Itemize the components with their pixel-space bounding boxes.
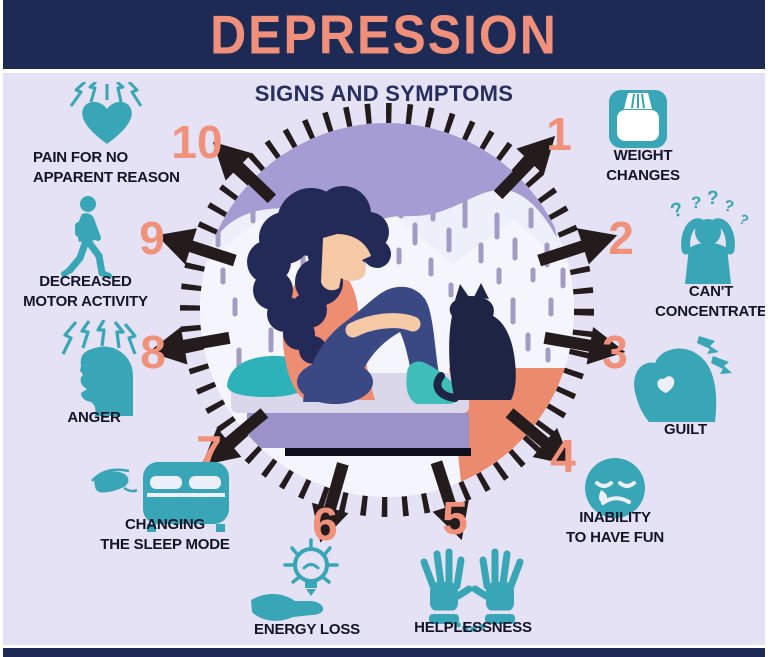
guilt-icon (634, 336, 732, 422)
number-5: 5 (442, 492, 468, 544)
angry-head-icon (61, 320, 137, 416)
svg-text:?: ? (668, 198, 686, 223)
number-8: 8 (140, 326, 166, 378)
symptom-label: HELPLESSNESS (414, 619, 532, 636)
symptom-label: ENERGY LOSS (254, 621, 360, 638)
symptom-label: CHANGING THE SLEEP MODE (100, 516, 230, 553)
symptom-label: PAIN FOR NO APPARENT REASON (33, 149, 180, 186)
svg-text:?: ? (722, 197, 736, 216)
symptom-label: ANGER (67, 409, 121, 426)
bench-front (247, 413, 469, 448)
number-4: 4 (550, 430, 576, 482)
bed-sleep-mask-icon (91, 462, 229, 532)
heart-pain-icon (69, 82, 143, 144)
woman-hair (247, 186, 391, 364)
symptom-label: INABILITY TO HAVE FUN (565, 509, 665, 546)
woman-hip (297, 360, 373, 404)
sad-face-icon (585, 458, 645, 518)
symptom-label: CAN'T CONCENTRATE (655, 283, 767, 320)
weight-scale-icon (609, 90, 667, 148)
chained-hands-icon (420, 548, 524, 632)
walking-person-icon (61, 196, 112, 279)
number-10: 10 (171, 116, 223, 168)
woman-arm (345, 313, 421, 338)
number-1: 1 (546, 108, 572, 160)
number-6: 6 (312, 498, 338, 550)
svg-text:?: ? (707, 188, 719, 209)
clock-arrows (148, 135, 626, 543)
svg-text:?: ? (737, 210, 752, 228)
center-illustration (148, 103, 626, 543)
number-9: 9 (139, 212, 165, 264)
subtitle: SIGNS AND SYMPTOMS (254, 81, 514, 106)
cant-concentrate-icon: ? ? ? ? ? (668, 188, 752, 284)
symptom-label: GUILT (664, 421, 707, 438)
tick-ring (180, 103, 594, 517)
page-title: DEPRESSION (210, 3, 558, 66)
header-bar: DEPRESSION (3, 0, 765, 73)
bench-shadow-line (285, 448, 471, 456)
hand-lightbulb-icon (251, 538, 339, 621)
cat (433, 283, 516, 402)
number-3: 3 (602, 326, 628, 378)
symptom-label: WEIGHT CHANGES (606, 147, 680, 184)
number-2: 2 (608, 212, 634, 264)
woman-face (321, 234, 371, 291)
footer-bar (3, 645, 765, 657)
circle-scene (200, 123, 574, 497)
symptom-label: DECREASED MOTOR ACTIVITY (23, 273, 148, 310)
svg-text:?: ? (691, 193, 701, 212)
